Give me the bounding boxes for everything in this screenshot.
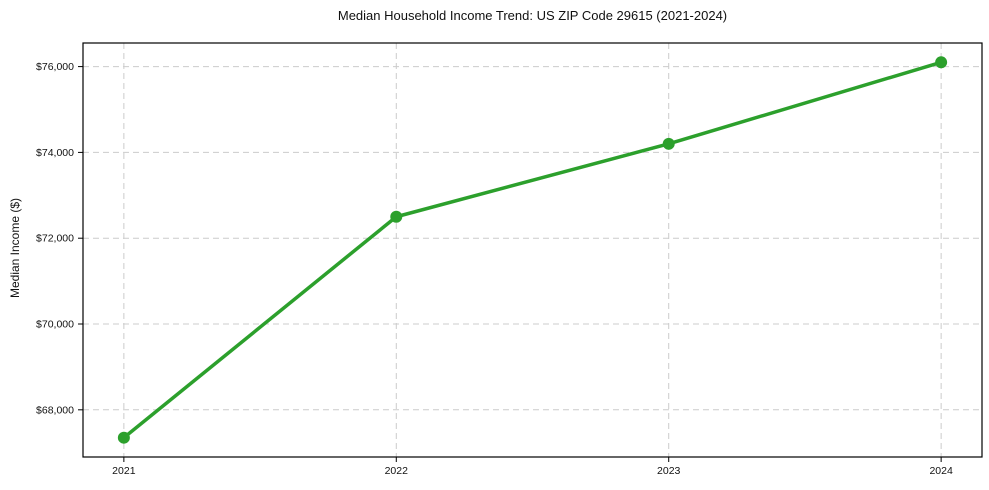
y-tick-label: $72,000: [36, 233, 74, 245]
y-tick-label: $74,000: [36, 147, 74, 159]
data-point-2022: [390, 210, 403, 223]
data-point-2023: [662, 137, 675, 150]
chart-title: Median Household Income Trend: US ZIP Co…: [337, 8, 728, 23]
y-tick-label: $68,000: [36, 404, 74, 416]
y-tick-label: $70,000: [36, 319, 74, 331]
income-trend-line: [122, 60, 943, 440]
data-point-2024: [935, 56, 948, 69]
x-tick-label: 2024: [929, 465, 953, 477]
plot-border: [82, 42, 983, 458]
y-tick-label: $76,000: [36, 61, 74, 73]
data-point-2021: [117, 431, 130, 444]
x-tick-label: 2023: [657, 465, 681, 477]
x-tick-label: 2021: [112, 465, 136, 477]
x-tick-label: 2022: [385, 465, 409, 477]
